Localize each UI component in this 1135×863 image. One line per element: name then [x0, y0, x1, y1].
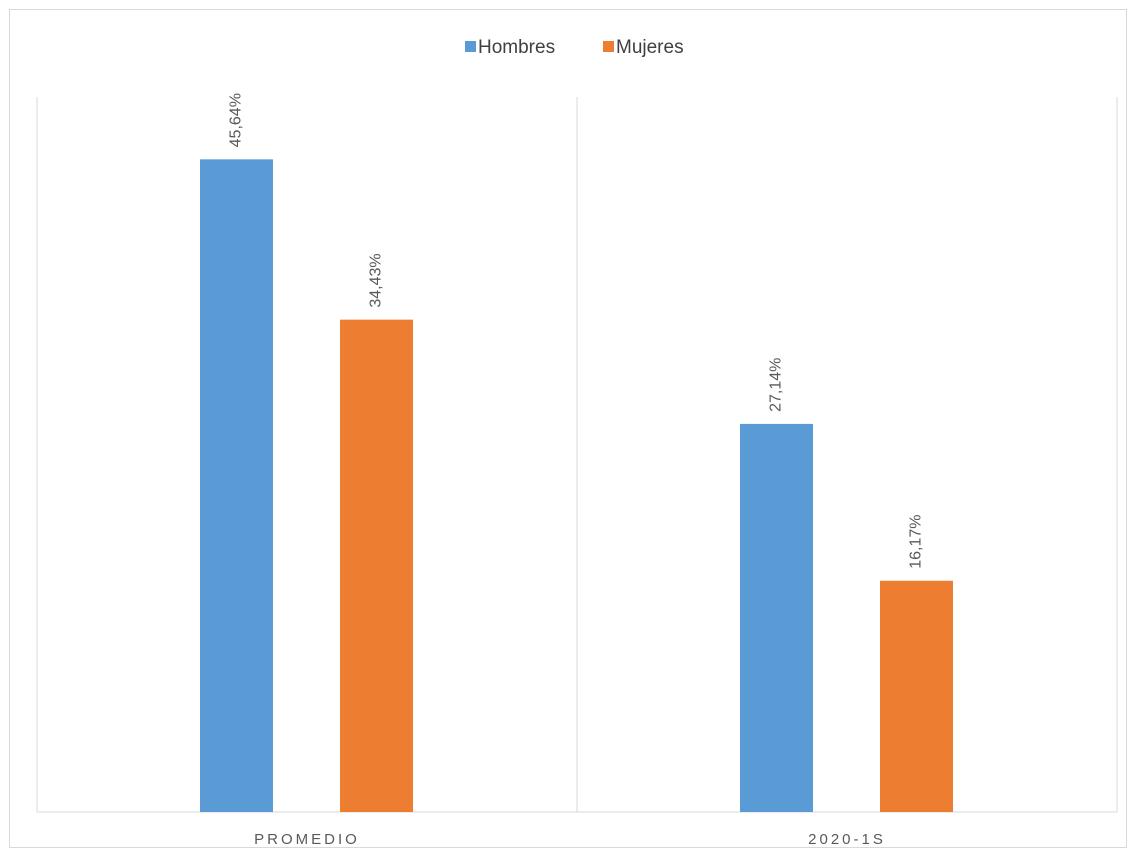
legend-label: Mujeres — [616, 37, 684, 58]
data-label: 34,43% — [368, 253, 385, 307]
legend-label: Hombres — [478, 37, 555, 58]
bar — [740, 423, 813, 812]
chart-border — [9, 9, 1127, 848]
bar — [200, 159, 273, 812]
bar — [340, 319, 413, 812]
x-tick-label: PROMEDIO — [254, 831, 360, 848]
data-label: 16,17% — [908, 515, 925, 569]
data-label: 27,14% — [768, 358, 785, 412]
x-tick-label: 2020-1S — [808, 831, 886, 848]
legend-swatch — [465, 41, 476, 52]
bar — [880, 580, 953, 812]
legend-swatch — [603, 41, 614, 52]
data-label: 45,64% — [228, 93, 245, 147]
